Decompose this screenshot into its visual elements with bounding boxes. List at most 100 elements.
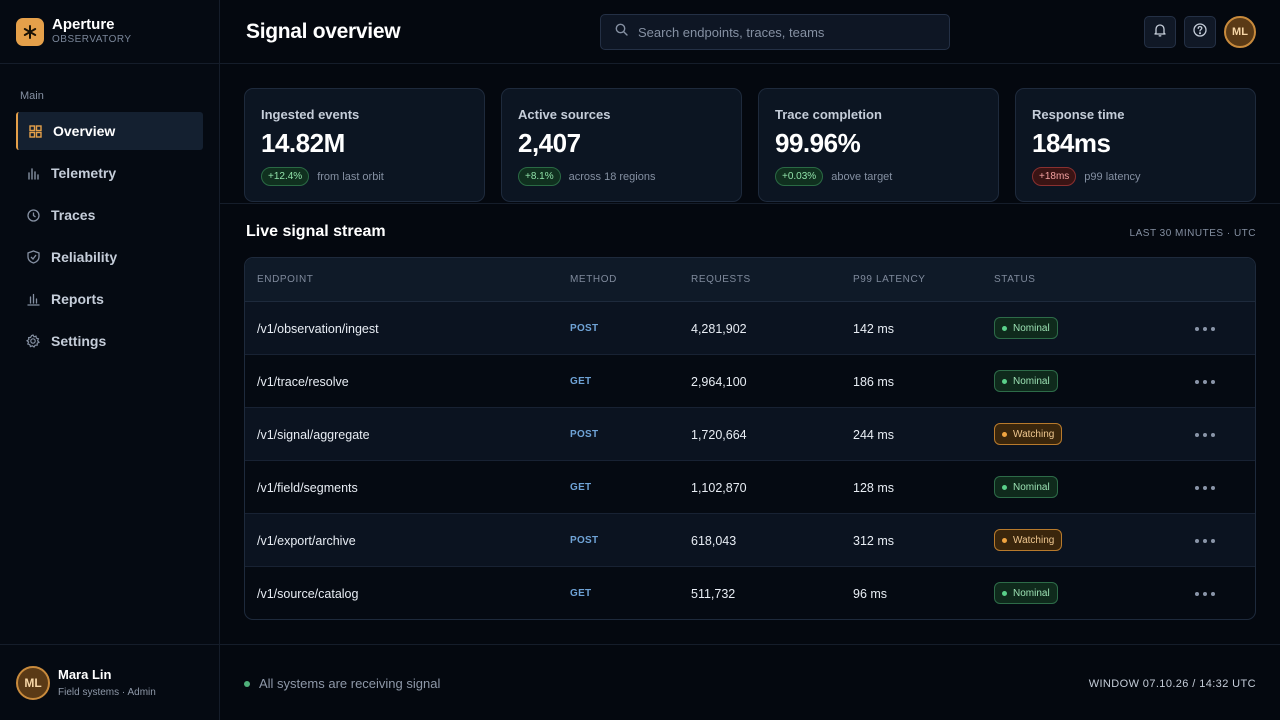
endpoint-cell: /v1/export/archive [257,534,356,548]
avatar: ML [16,665,50,700]
latency-cell: 142 ms [853,322,894,336]
status-badge: Nominal [994,370,1058,392]
sidebar-item-label: Reports [51,291,104,307]
brand-name: Aperture [52,16,115,33]
column-header-latency[interactable]: P99 LATENCY [853,274,926,285]
help-button[interactable] [1184,16,1216,48]
bell-icon [1153,23,1167,42]
requests-cell: 2,964,100 [691,375,747,389]
more-options-icon[interactable] [1195,433,1215,437]
stat-card-sources[interactable]: Active sources 2,407 +8.1% across 18 reg… [501,88,742,202]
delta-badge: +12.4% [261,167,310,186]
column-header-method[interactable]: METHOD [570,274,617,285]
method-cell: POST [570,323,599,334]
clock-icon [26,208,40,222]
sidebar: Aperture OBSERVATORY Main Overview Telem… [0,0,220,720]
status-badge: Nominal [994,476,1058,498]
brand-subtitle: OBSERVATORY [52,34,132,45]
requests-cell: 618,043 [691,534,737,548]
signal-table: ENDPOINT METHOD REQUESTS P99 LATENCY STA… [244,257,1256,620]
help-icon [1193,22,1207,42]
stat-card-ingested[interactable]: Ingested events 14.82M +12.4% from last … [244,88,485,202]
more-options-icon[interactable] [1195,592,1215,596]
stat-card-response-time[interactable]: Response time 184ms +18ms p99 latency [1015,88,1256,202]
method-cell: GET [570,588,592,599]
user-role: Field systems · Admin [58,687,156,698]
status-badge: Nominal [994,317,1058,339]
latency-cell: 186 ms [853,375,894,389]
sidebar-item-telemetry[interactable]: Telemetry [16,154,203,192]
table-row[interactable]: /v1/trace/resolve GET 2,964,100 186 ms N… [245,355,1255,408]
divider [220,203,1280,204]
more-options-icon[interactable] [1195,539,1215,543]
stat-note: from last orbit [317,170,384,183]
stat-card-trace-completion[interactable]: Trace completion 99.96% +0.03% above tar… [758,88,999,202]
method-cell: POST [570,535,599,546]
more-options-icon[interactable] [1195,327,1215,331]
sidebar-item-reliability[interactable]: Reliability [16,238,203,276]
sidebar-item-label: Traces [51,207,96,223]
stat-label: Response time [1032,107,1125,122]
method-cell: GET [570,376,592,387]
sidebar-item-traces[interactable]: Traces [16,196,203,234]
table-row[interactable]: /v1/source/catalog GET 511,732 96 ms Nom… [245,567,1255,619]
window-timestamp: WINDOW 07.10.26 / 14:32 UTC [1088,678,1256,690]
chart-icon [26,292,40,306]
avatar[interactable]: ML [1224,16,1256,48]
status-badge: Nominal [994,582,1058,604]
system-status-text: All systems are receiving signal [259,676,441,691]
delta-badge: +18ms [1032,167,1077,186]
sidebar-item-settings[interactable]: Settings [16,322,203,360]
delta-badge: +0.03% [775,167,824,186]
brand[interactable]: Aperture OBSERVATORY [0,0,219,64]
grid-icon [28,124,42,138]
endpoint-cell: /v1/signal/aggregate [257,428,370,442]
more-options-icon[interactable] [1195,380,1215,384]
section-title: Live signal stream [246,223,386,240]
stat-value: 99.96% [775,128,861,158]
search-box[interactable] [600,14,950,50]
status-dot-icon [244,680,250,687]
page-title: Signal overview [246,20,401,43]
nav-section-label: Main [20,90,44,102]
sidebar-item-label: Overview [53,123,116,139]
stat-label: Trace completion [775,107,882,122]
search-input[interactable] [638,24,938,40]
stat-note: across 18 regions [568,170,656,183]
sidebar-item-label: Telemetry [51,165,117,181]
asterisk-icon [16,17,44,46]
status-badge: Watching [994,423,1063,445]
shield-check-icon [26,250,40,264]
endpoint-cell: /v1/source/catalog [257,587,359,601]
sidebar-item-overview[interactable]: Overview [16,112,203,150]
endpoint-cell: /v1/observation/ingest [257,322,379,336]
more-options-icon[interactable] [1195,486,1215,490]
table-row[interactable]: /v1/export/archive POST 618,043 312 ms W… [245,514,1255,567]
method-cell: GET [570,482,592,493]
search-icon [615,23,628,41]
stat-note: p99 latency [1084,170,1141,183]
user-name: Mara Lin [58,667,112,682]
latency-cell: 244 ms [853,428,894,442]
notifications-button[interactable] [1144,16,1176,48]
requests-cell: 1,102,870 [691,481,747,495]
column-header-requests[interactable]: REQUESTS [691,274,751,285]
requests-cell: 1,720,664 [691,428,747,442]
method-cell: POST [570,429,599,440]
stat-value: 184ms [1032,128,1111,158]
topbar: Signal overview ML [220,0,1280,64]
sidebar-item-reports[interactable]: Reports [16,280,203,318]
column-header-endpoint[interactable]: ENDPOINT [257,274,314,285]
stats-row: Ingested events 14.82M +12.4% from last … [244,88,1256,202]
stat-note: above target [831,170,893,183]
latency-cell: 128 ms [853,481,894,495]
table-row[interactable]: /v1/field/segments GET 1,102,870 128 ms … [245,461,1255,514]
table-header: ENDPOINT METHOD REQUESTS P99 LATENCY STA… [245,258,1255,302]
table-row[interactable]: /v1/signal/aggregate POST 1,720,664 244 … [245,408,1255,461]
sidebar-user[interactable]: ML Mara Lin Field systems · Admin [0,644,219,720]
time-window-label: LAST 30 MINUTES · UTC [1129,228,1256,239]
stat-label: Ingested events [261,107,360,122]
table-row[interactable]: /v1/observation/ingest POST 4,281,902 14… [245,302,1255,355]
column-header-status[interactable]: STATUS [994,274,1036,285]
endpoint-cell: /v1/field/segments [257,481,358,495]
